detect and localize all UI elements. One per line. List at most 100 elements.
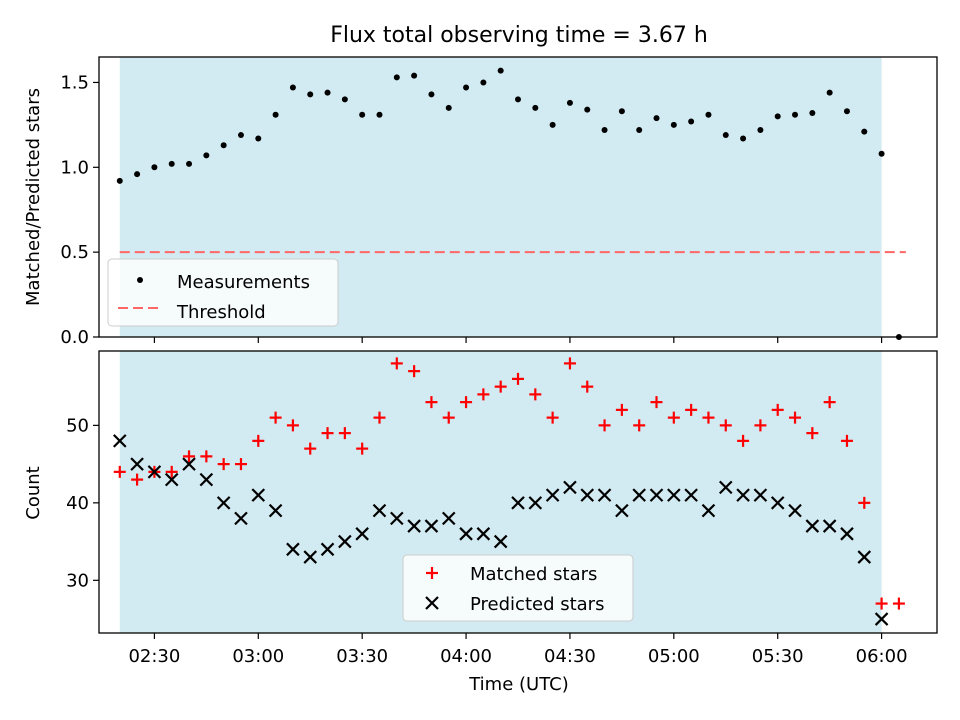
y-tick-label: 0.5 — [60, 242, 89, 263]
measurement-point — [722, 132, 729, 139]
predicted-star-point — [390, 511, 404, 526]
predicted-star-point — [459, 527, 473, 541]
x-axis-label: Time (UTC) — [468, 674, 569, 695]
matched-star-point — [234, 458, 247, 471]
measurement-point — [878, 150, 885, 157]
predicted-star-point — [805, 519, 820, 533]
predicted-star-point — [649, 488, 664, 502]
matched-star-point — [581, 380, 594, 393]
matched-star-point — [702, 411, 715, 424]
measurement-point — [186, 160, 193, 167]
measurement-point — [341, 96, 348, 103]
measurement-point — [220, 142, 227, 149]
predicted-star-point — [199, 472, 214, 487]
predicted-star-point — [822, 519, 837, 533]
top-y-axis-label: Matched/Predicted stars — [23, 88, 44, 306]
predicted-star-point — [718, 480, 733, 495]
legend-predicted-marker — [425, 596, 439, 610]
measurement-point — [549, 121, 556, 128]
predicted-star-point — [407, 519, 421, 533]
predicted-star-points — [112, 434, 889, 626]
predicted-star-point — [770, 496, 785, 510]
matched-star-point — [321, 427, 334, 440]
predicted-star-point — [597, 488, 612, 502]
measurement-point — [636, 126, 643, 133]
matched-star-point — [217, 458, 230, 471]
x-tick-label: 03:00 — [232, 646, 284, 667]
matched-star-point — [598, 419, 611, 432]
matched-star-point — [408, 365, 421, 378]
x-tick-label: 06:00 — [856, 646, 908, 667]
measurement-point — [376, 111, 383, 118]
measurement-point — [359, 111, 366, 118]
x-tick-label: 03:30 — [336, 646, 388, 667]
matched-star-point — [373, 411, 386, 424]
matched-star-point — [304, 442, 317, 455]
bottom-x-ticks: 02:30 03:00 03:30 04:00 04:30 05:00 05:30 06:00 — [128, 633, 908, 667]
measurement-point — [861, 128, 868, 135]
predicted-star-point — [874, 612, 889, 626]
y-tick-label: 40 — [66, 493, 89, 514]
matched-star-point — [131, 473, 144, 486]
y-tick-label: 30 — [66, 570, 89, 591]
measurement-point — [237, 132, 244, 139]
measurement-point — [826, 89, 833, 96]
predicted-star-point — [441, 511, 456, 526]
matched-star-point — [494, 380, 507, 393]
predicted-star-point — [338, 534, 352, 549]
top-x-ticks — [153, 337, 883, 343]
matched-star-point — [425, 396, 438, 409]
bottom-y-axis-label: Count — [23, 466, 44, 519]
y-tick-label: 0.0 — [60, 327, 89, 348]
matched-star-point — [771, 403, 784, 416]
top-legend-box — [107, 258, 339, 327]
predicted-star-point — [753, 488, 768, 502]
matched-star-point — [789, 411, 802, 424]
measurement-point — [134, 171, 141, 178]
predicted-star-point — [493, 534, 508, 549]
measurement-point — [792, 111, 799, 118]
measurement-point — [601, 126, 608, 133]
matched-star-point — [286, 419, 299, 432]
y-tick-label: 1.0 — [60, 157, 89, 178]
measurement-point — [757, 126, 764, 133]
matched-star-point — [269, 411, 282, 424]
x-tick-label: 05:00 — [648, 646, 700, 667]
measurement-point — [809, 110, 816, 116]
bottom-panel: 30 40 50 02:30 03:00 03:30 04:00 04:30 05:00 05:… — [23, 350, 938, 695]
bottom-legend: Matched stars Predicted stars — [402, 554, 634, 622]
predicted-star-point — [545, 488, 560, 502]
matched-star-point — [442, 411, 455, 424]
matched-star-point — [650, 396, 663, 409]
matched-star-point — [512, 372, 524, 385]
top-plot-frame — [98, 56, 938, 338]
measurement-point — [653, 115, 660, 122]
predicted-star-point — [320, 542, 335, 557]
bottom-plot-frame — [98, 350, 938, 634]
matched-star-point — [183, 450, 196, 463]
measurement-point — [289, 84, 296, 91]
predicted-star-point — [580, 488, 595, 502]
legend-matched-marker — [426, 567, 438, 579]
predicted-star-point — [216, 496, 231, 510]
predicted-star-point — [476, 527, 491, 541]
measurement-point — [774, 113, 781, 120]
predicted-star-point — [615, 503, 629, 518]
measurement-point — [116, 177, 123, 184]
matched-star-point — [737, 434, 750, 447]
legend-measurements-marker — [137, 277, 143, 283]
matched-star-point — [754, 419, 767, 432]
matched-star-point — [685, 403, 698, 416]
measurement-point — [307, 91, 314, 98]
bottom-y-ticks: 30 40 50 — [66, 415, 99, 591]
predicted-star-point — [147, 465, 162, 479]
predicted-star-point — [736, 488, 750, 502]
measurement-point — [705, 111, 712, 118]
predicted-star-point — [632, 488, 646, 502]
measurement-point — [566, 99, 573, 106]
predicted-star-point — [701, 503, 716, 518]
matched-star-points — [113, 357, 905, 610]
predicted-star-point — [528, 496, 543, 510]
matched-star-point — [719, 419, 732, 432]
